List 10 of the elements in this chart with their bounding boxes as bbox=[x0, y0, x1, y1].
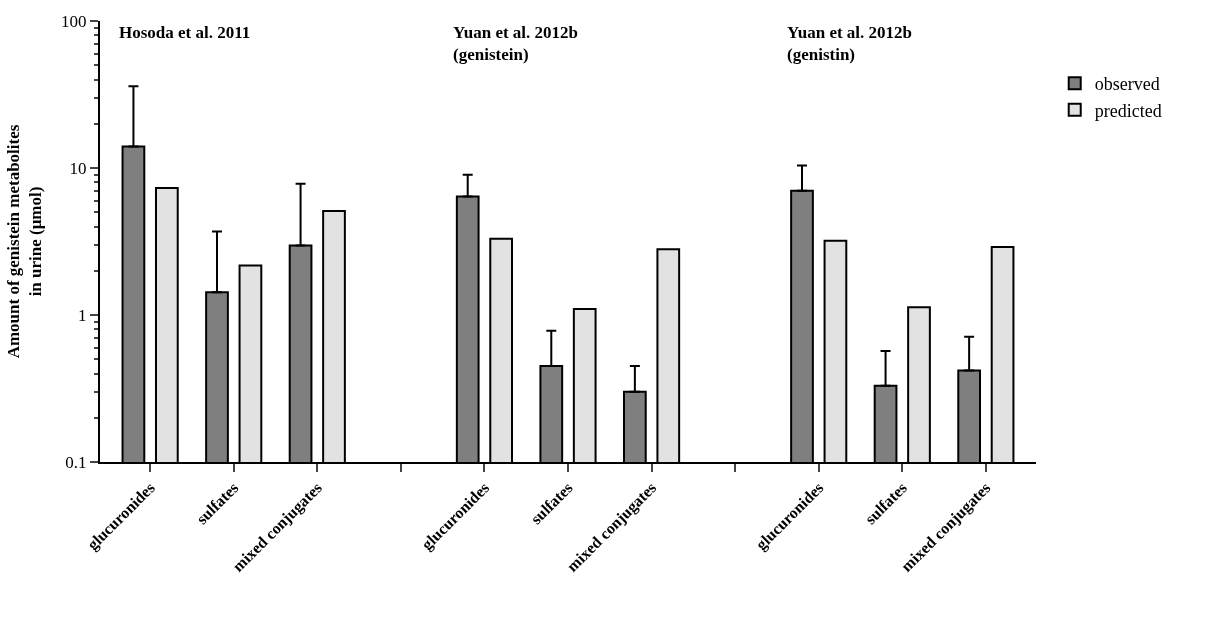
y-tick-label: 1 bbox=[78, 305, 87, 325]
annotation: Yuan et al. 2012b (genistin) bbox=[787, 23, 913, 65]
annotation: Yuan et al. 2012b (genistein) bbox=[453, 23, 579, 65]
y-tick-label: 10 bbox=[69, 158, 87, 178]
y-tick-label: 0.1 bbox=[65, 452, 87, 472]
annotation: Hosoda et al. 2011 bbox=[119, 23, 251, 42]
y-tick-label: 100 bbox=[61, 11, 87, 31]
legend-label: predicted bbox=[1094, 100, 1162, 121]
legend-label: observed bbox=[1094, 74, 1160, 95]
y-axis-title: Amount of genistein metabolites in urine (μmol) bbox=[4, 124, 46, 359]
